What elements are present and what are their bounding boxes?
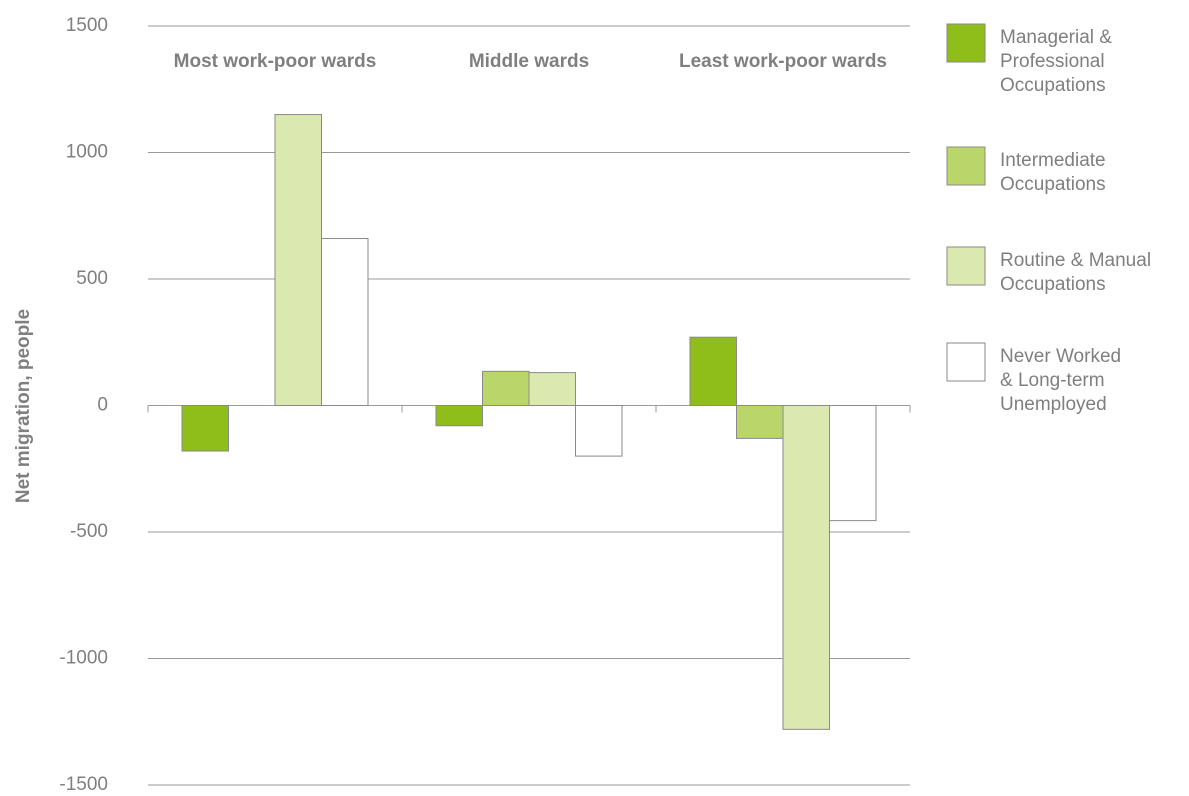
bar	[482, 370, 530, 406]
legend-label: Routine & Manual Occupations	[1000, 250, 1152, 295]
y-tick-label: 0	[97, 395, 108, 416]
bar	[782, 405, 830, 730]
legend-swatch	[946, 23, 986, 63]
y-axis-label: Net migration, people	[13, 309, 34, 503]
category-label: Middle wards	[469, 51, 589, 72]
y-tick-label: -500	[70, 521, 108, 542]
bar	[528, 372, 576, 406]
y-tick-label: 1000	[66, 142, 108, 163]
y-tick-label: -1500	[59, 774, 108, 795]
legend-swatch	[946, 146, 986, 186]
bar	[736, 405, 784, 439]
legend-label: Managerial & Professional Occupations	[1000, 27, 1112, 96]
y-tick-label: 1500	[66, 15, 108, 36]
legend-swatch	[946, 342, 986, 382]
bar	[321, 238, 369, 406]
y-tick-label: -1000	[59, 648, 108, 669]
legend-swatch	[946, 246, 986, 286]
legend-label: Never Worked & Long-term Unemployed	[1000, 346, 1122, 415]
bar	[274, 114, 322, 407]
legend-label: Intermediate Occupations	[1000, 150, 1106, 195]
bar	[689, 336, 737, 406]
category-label: Most work-poor wards	[174, 51, 377, 72]
bar	[829, 405, 877, 522]
bar	[181, 405, 229, 452]
category-label: Least work-poor wards	[679, 51, 887, 72]
bar	[575, 405, 623, 457]
y-tick-label: 500	[76, 268, 108, 289]
bar	[435, 405, 483, 427]
